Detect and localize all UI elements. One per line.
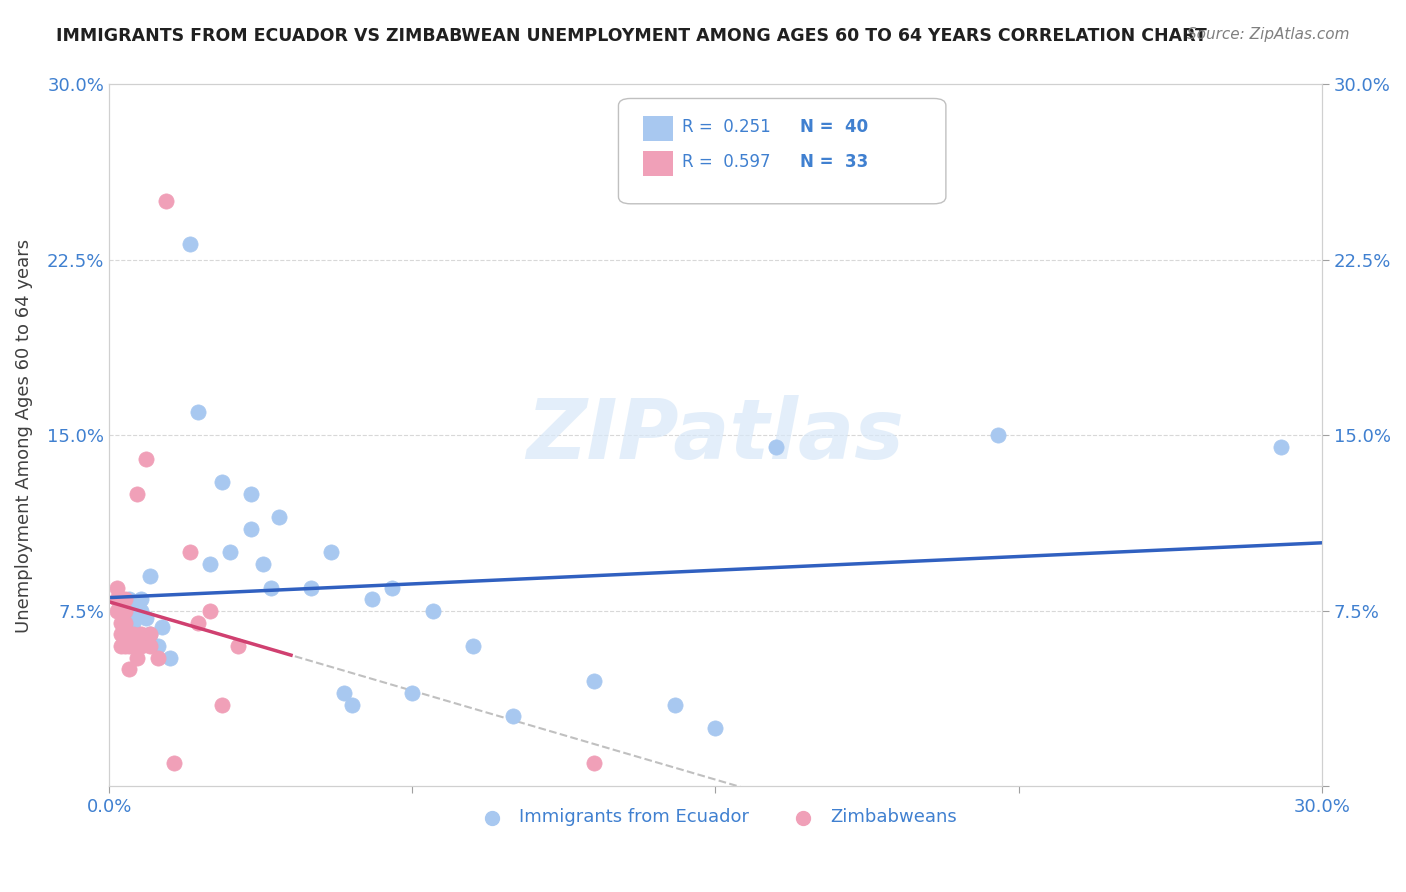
Point [765,440,787,454]
Point [122,639,145,653]
Point [219,545,242,559]
Point [131,639,153,653]
Point [179,236,201,251]
Point [332,686,354,700]
Point [114,592,136,607]
Point [461,639,484,653]
Point [127,650,149,665]
Text: N =  40: N = 40 [800,118,869,136]
Point [110,627,132,641]
Point [110,639,132,653]
Point [134,451,156,466]
Point [134,611,156,625]
Point [105,592,128,607]
Point [583,674,606,689]
Bar [643,151,673,176]
Point [105,581,128,595]
Text: IMMIGRANTS FROM ECUADOR VS ZIMBABWEAN UNEMPLOYMENT AMONG AGES 60 TO 64 YEARS COR: IMMIGRANTS FROM ECUADOR VS ZIMBABWEAN UN… [56,27,1206,45]
Y-axis label: Unemployment Among Ages 60 to 64 years: Unemployment Among Ages 60 to 64 years [15,238,32,632]
Point [114,639,136,653]
Point [260,581,283,595]
Point [118,627,141,641]
Point [583,756,606,770]
Point [150,620,173,634]
Point [105,604,128,618]
Point [239,487,262,501]
Point [122,627,145,641]
Point [211,475,233,490]
Point [114,615,136,630]
Point [422,604,444,618]
Point [146,639,169,653]
Point [138,627,160,641]
Point [159,650,181,665]
Point [187,405,209,419]
Bar [643,116,673,141]
Point [146,650,169,665]
Text: Source: ZipAtlas.com: Source: ZipAtlas.com [1187,27,1350,42]
Point [502,709,524,723]
Point [131,592,153,607]
Point [360,592,382,607]
Point [114,627,136,641]
Point [704,721,727,735]
Point [110,615,132,630]
Point [110,604,132,618]
Point [179,545,201,559]
Text: N =  33: N = 33 [800,153,869,170]
Point [131,604,153,618]
Point [118,639,141,653]
Point [252,557,274,571]
Point [267,510,290,524]
Point [664,698,686,712]
Point [187,615,209,630]
Point [127,627,149,641]
Point [131,627,153,641]
Legend: Immigrants from Ecuador, Zimbabweans: Immigrants from Ecuador, Zimbabweans [467,801,965,834]
Point [321,545,343,559]
Point [228,639,250,653]
Point [122,615,145,630]
Point [122,604,145,618]
Text: R =  0.597: R = 0.597 [682,153,770,170]
Point [198,557,221,571]
Point [211,698,233,712]
Point [138,569,160,583]
Point [118,627,141,641]
Point [239,522,262,536]
Point [401,686,423,700]
Point [127,639,149,653]
Point [118,663,141,677]
Text: R =  0.251: R = 0.251 [682,118,770,136]
Point [127,487,149,501]
Point [155,194,177,209]
Text: ZIPatlas: ZIPatlas [526,395,904,476]
Point [138,639,160,653]
Point [381,581,404,595]
Point [198,604,221,618]
Point [138,627,160,641]
FancyBboxPatch shape [619,98,946,203]
Point [163,756,186,770]
Point [114,604,136,618]
Point [987,428,1010,442]
Point [340,698,363,712]
Point [299,581,322,595]
Point [118,592,141,607]
Point [1270,440,1292,454]
